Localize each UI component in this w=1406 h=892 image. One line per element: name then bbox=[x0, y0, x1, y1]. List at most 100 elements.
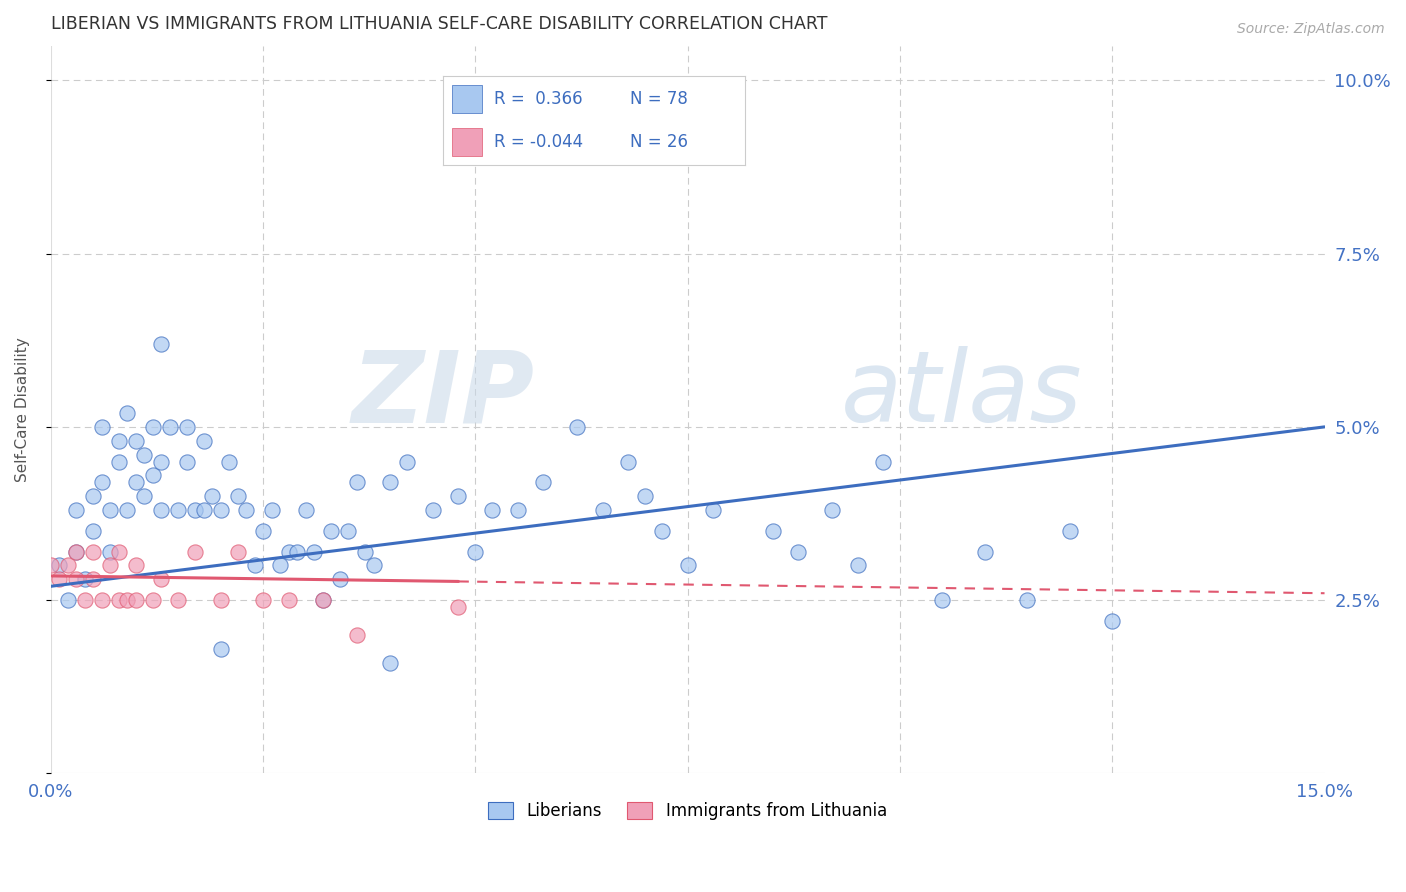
Point bbox=[676, 558, 699, 573]
Point bbox=[125, 558, 148, 573]
Point bbox=[184, 503, 207, 517]
Point bbox=[48, 573, 70, 587]
Point bbox=[98, 503, 121, 517]
Point bbox=[209, 593, 232, 607]
Point bbox=[218, 454, 240, 468]
Point bbox=[821, 503, 844, 517]
Point bbox=[73, 593, 96, 607]
Point bbox=[506, 503, 529, 517]
Point bbox=[142, 420, 165, 434]
Point bbox=[82, 573, 104, 587]
Bar bbox=[451, 128, 482, 156]
Point bbox=[125, 593, 148, 607]
Text: ZIP: ZIP bbox=[352, 346, 534, 443]
Point bbox=[90, 593, 112, 607]
Point bbox=[363, 558, 385, 573]
Point bbox=[167, 593, 190, 607]
Text: Source: ZipAtlas.com: Source: ZipAtlas.com bbox=[1237, 22, 1385, 37]
Point bbox=[346, 628, 368, 642]
Bar bbox=[451, 85, 482, 113]
Point bbox=[150, 503, 173, 517]
Point bbox=[260, 503, 283, 517]
Point bbox=[209, 641, 232, 656]
Point bbox=[235, 503, 257, 517]
Legend: Liberians, Immigrants from Lithuania: Liberians, Immigrants from Lithuania bbox=[482, 796, 894, 827]
Point bbox=[617, 454, 640, 468]
Point bbox=[117, 503, 139, 517]
Point bbox=[193, 434, 215, 448]
Point bbox=[294, 503, 316, 517]
Point bbox=[761, 524, 783, 538]
Point bbox=[634, 489, 657, 503]
Point bbox=[159, 420, 181, 434]
Point bbox=[702, 503, 724, 517]
Point bbox=[167, 503, 190, 517]
Point bbox=[872, 454, 894, 468]
Point bbox=[56, 558, 79, 573]
Point bbox=[531, 475, 554, 490]
Y-axis label: Self-Care Disability: Self-Care Disability bbox=[15, 337, 30, 482]
Text: N = 26: N = 26 bbox=[630, 133, 689, 151]
Point bbox=[328, 573, 350, 587]
Point bbox=[269, 558, 291, 573]
Point bbox=[651, 524, 673, 538]
Point bbox=[226, 489, 249, 503]
Point bbox=[82, 489, 104, 503]
Point bbox=[302, 544, 325, 558]
Text: R =  0.366: R = 0.366 bbox=[495, 90, 583, 108]
Point bbox=[973, 544, 995, 558]
Point bbox=[209, 503, 232, 517]
Point bbox=[380, 475, 402, 490]
Point bbox=[846, 558, 869, 573]
Point bbox=[311, 593, 333, 607]
Point bbox=[787, 544, 810, 558]
Point bbox=[380, 656, 402, 670]
Point bbox=[107, 544, 129, 558]
Point bbox=[117, 406, 139, 420]
Point bbox=[82, 524, 104, 538]
Point bbox=[354, 544, 377, 558]
Point bbox=[48, 558, 70, 573]
Point bbox=[134, 489, 156, 503]
Point bbox=[125, 434, 148, 448]
Point bbox=[252, 593, 274, 607]
Point bbox=[125, 475, 148, 490]
Point bbox=[98, 544, 121, 558]
Point bbox=[142, 593, 165, 607]
Point bbox=[65, 544, 87, 558]
Point bbox=[319, 524, 342, 538]
Point bbox=[150, 454, 173, 468]
Text: atlas: atlas bbox=[841, 346, 1083, 443]
Point bbox=[396, 454, 419, 468]
Point bbox=[226, 544, 249, 558]
Point bbox=[56, 593, 79, 607]
Point bbox=[1059, 524, 1081, 538]
Point bbox=[98, 558, 121, 573]
Point bbox=[277, 593, 299, 607]
Point bbox=[277, 544, 299, 558]
Point bbox=[346, 475, 368, 490]
Point bbox=[39, 558, 62, 573]
Point bbox=[142, 468, 165, 483]
Point bbox=[567, 420, 589, 434]
Point bbox=[311, 593, 333, 607]
Point bbox=[82, 544, 104, 558]
Point bbox=[447, 600, 470, 615]
Point bbox=[464, 544, 486, 558]
Point bbox=[65, 544, 87, 558]
Point bbox=[285, 544, 308, 558]
Point bbox=[65, 573, 87, 587]
Point bbox=[337, 524, 360, 538]
Point bbox=[150, 336, 173, 351]
Point bbox=[117, 593, 139, 607]
Point bbox=[65, 503, 87, 517]
Point bbox=[107, 593, 129, 607]
Point bbox=[107, 434, 129, 448]
Point bbox=[90, 475, 112, 490]
Point bbox=[931, 593, 953, 607]
Text: N = 78: N = 78 bbox=[630, 90, 688, 108]
Point bbox=[193, 503, 215, 517]
Point bbox=[176, 420, 198, 434]
Point bbox=[481, 503, 503, 517]
Point bbox=[592, 503, 614, 517]
